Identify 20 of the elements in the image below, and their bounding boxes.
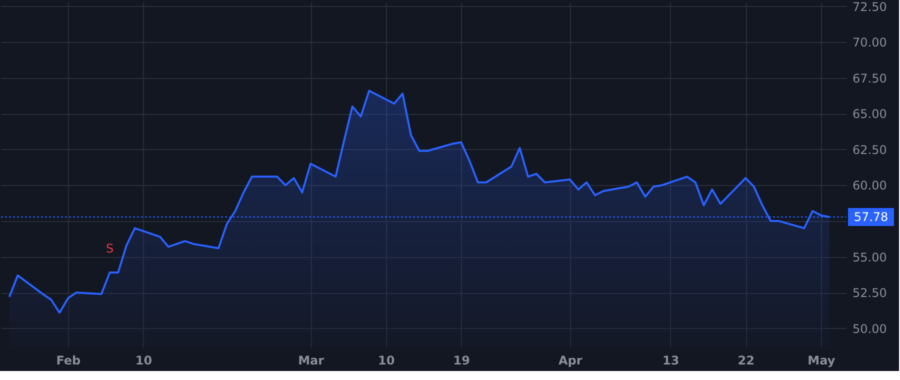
- y-tick-label: 62.50: [852, 142, 887, 157]
- x-tick-label: Mar: [298, 354, 324, 368]
- ref-line-label: 57.78: [854, 210, 888, 224]
- y-tick-label: 55.00: [852, 250, 887, 264]
- x-tick-label: 10: [378, 354, 395, 368]
- x-tick-label: 13: [662, 354, 680, 368]
- y-tick-label: 60.00: [852, 178, 887, 193]
- y-tick-label: 67.50: [852, 71, 887, 86]
- y-tick-label: 52.50: [852, 286, 887, 300]
- y-tick-label: 72.50: [852, 0, 887, 14]
- y-tick-label: 50.00: [852, 322, 887, 336]
- annotation: S: [106, 242, 114, 256]
- y-tick-label: 65.00: [852, 107, 887, 122]
- y-tick-label: 70.00: [852, 36, 887, 50]
- x-tick-label: Apr: [558, 354, 582, 368]
- x-tick-label: 22: [738, 354, 754, 368]
- x-tick-label: May: [808, 354, 836, 368]
- x-tick-label: Feb: [56, 354, 82, 368]
- x-tick-label: 10: [135, 354, 152, 368]
- x-tick-label: 19: [453, 354, 470, 368]
